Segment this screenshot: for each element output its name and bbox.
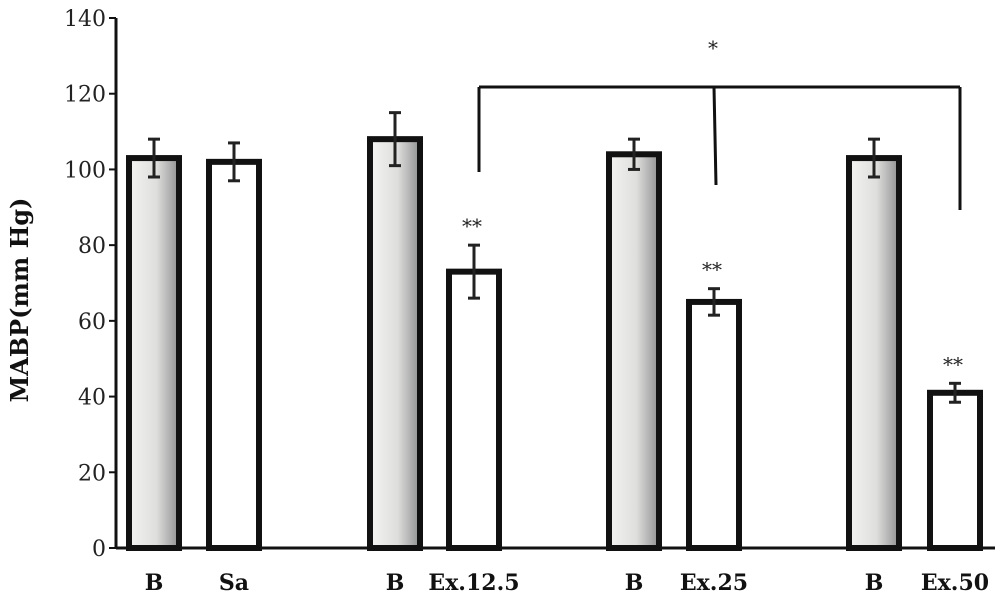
significance-label: **: [943, 352, 963, 376]
x-category-label: B: [145, 570, 164, 596]
x-category-label: Ex.25: [680, 570, 748, 596]
x-category-label: Ex.12.5: [428, 570, 519, 596]
x-category-label: B: [865, 570, 884, 596]
y-tick-label: 140: [64, 7, 106, 32]
x-category-label: Sa: [219, 570, 249, 596]
x-category-label: Ex.50: [921, 570, 989, 596]
bar: [126, 155, 182, 551]
y-tick-label: 100: [64, 158, 106, 183]
y-tick-label: 60: [78, 310, 106, 335]
y-tick-label: 20: [78, 461, 106, 486]
x-category-label: B: [386, 570, 405, 596]
bar: [846, 155, 902, 551]
bars: [126, 111, 983, 552]
bar: [606, 151, 662, 552]
y-tick-label: 80: [78, 234, 106, 259]
comparison-label: *: [708, 36, 718, 60]
y-tick-label: 120: [64, 83, 106, 108]
annotations: *******: [462, 36, 963, 376]
x-category-label: B: [625, 570, 644, 596]
significance-label: **: [702, 258, 722, 282]
bar: [206, 158, 262, 551]
bar: [686, 298, 742, 551]
y-tick-label: 0: [92, 537, 106, 562]
axes: 0 20 40 60 80 100 120 140 B Sa B Ex.12.5 B Ex.25 B Ex.5…: [64, 7, 995, 596]
comparison-bracket-drop: [712, 86, 718, 186]
bar: [446, 268, 502, 551]
significance-label: **: [462, 214, 482, 238]
y-axis-label: MABP(mm Hg): [5, 198, 34, 403]
y-tick-label: 40: [78, 386, 106, 411]
bar: [927, 389, 983, 551]
bar: [367, 136, 423, 551]
